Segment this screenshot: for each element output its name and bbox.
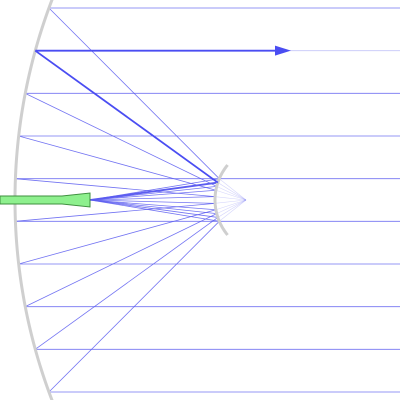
secondary-reflected-rays [89,178,220,222]
reflected-to-feed-ray [89,199,216,204]
reflected-to-feed-ray [89,199,216,211]
converging-ray [35,217,219,350]
converging-ray [25,213,217,308]
converging-rays [15,7,220,393]
faint-focus-ray [216,199,247,214]
feed-horn [0,192,91,208]
reflected-to-feed-ray [89,189,216,201]
faint-focus-ray [215,196,247,201]
faint-focus-ray [217,199,247,218]
faint-focus-ray [215,189,247,201]
faint-focus-ray [216,186,247,201]
converging-ray [15,178,216,198]
reflected-to-feed-ray [89,199,217,214]
reflected-to-feed-ray [89,196,216,201]
faint-focus-rays [215,178,247,222]
reflected-to-feed-ray [89,186,217,201]
converging-ray [25,92,217,187]
converging-ray [18,135,216,191]
reflected-to-feed-ray [89,199,220,222]
faint-focus-ray [215,199,247,204]
faint-focus-ray [217,182,247,201]
converging-ray [48,7,220,180]
highlighted-ray-reflected [34,49,219,184]
reflected-to-feed-ray [89,181,218,201]
faint-focus-ray [219,178,247,201]
reflected-to-feed-ray [89,199,218,218]
converging-ray [18,209,216,265]
highlighted-ray-path [34,49,400,184]
converging-ray [15,202,216,222]
faint-focus-ray [219,199,247,222]
converging-ray [48,220,220,393]
parallel-rays [15,7,400,393]
arrowhead-right-icon [275,45,291,56]
faint-focus-ray [215,199,247,211]
secondary-mirror [213,164,229,236]
